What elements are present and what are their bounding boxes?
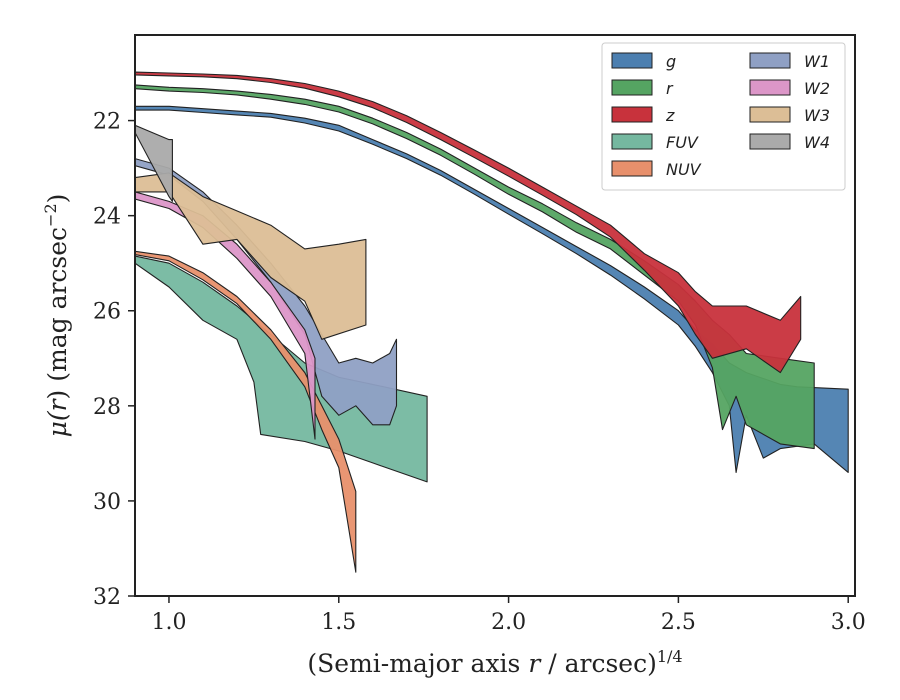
legend-label-r: r bbox=[666, 79, 674, 98]
legend-swatch-r bbox=[611, 79, 653, 96]
legend-label-w2: W2 bbox=[804, 79, 830, 98]
legend-label-w1: W1 bbox=[804, 52, 830, 71]
x-axis-label-suffix: / arcsec) bbox=[540, 649, 657, 678]
x-axis-label-exponent: 1/4 bbox=[657, 647, 683, 666]
band-r bbox=[135, 84, 815, 450]
x-axis-label-prefix: (Semi-major axis bbox=[307, 649, 528, 678]
x-axis-ticks: 1.0 1.5 2.0 2.5 3.0 bbox=[151, 596, 866, 635]
legend-label-w4: W4 bbox=[804, 133, 830, 152]
x-axis-label: (Semi-major axis r / arcsec)1/4 bbox=[307, 647, 682, 678]
y-tick-label: 24 bbox=[93, 205, 121, 230]
y-axis-label-mid: ) (mag arcsec bbox=[43, 227, 72, 400]
band-w3 bbox=[135, 172, 367, 340]
x-tick-label: 2.0 bbox=[491, 610, 526, 635]
legend-label-nuv: NUV bbox=[666, 160, 702, 179]
x-tick-label: 2.5 bbox=[661, 610, 696, 635]
legend: grz FUV NUV W1 W2 W3 W4 bbox=[601, 42, 846, 191]
series-bands bbox=[135, 71, 849, 573]
legend-items: grz FUV NUV W1 W2 W3 W4 bbox=[611, 52, 830, 179]
y-tick-label: 22 bbox=[93, 110, 121, 135]
legend-label-fuv: FUV bbox=[666, 133, 699, 152]
x-tick-label: 1.5 bbox=[321, 610, 356, 635]
legend-label-w3: W3 bbox=[804, 106, 830, 125]
legend-swatch-g bbox=[611, 52, 653, 69]
y-axis-label-var: r bbox=[43, 397, 72, 411]
legend-swatch-w1 bbox=[749, 52, 791, 69]
x-tick-label: 1.0 bbox=[151, 610, 186, 635]
y-tick-label: 30 bbox=[93, 490, 121, 515]
y-axis-label-prefix: μ( bbox=[43, 410, 72, 437]
y-axis-label: μ(r) (mag arcsec−2) bbox=[41, 194, 72, 438]
legend-label-g: g bbox=[666, 52, 676, 71]
band-fuv bbox=[135, 255, 428, 483]
x-tick-label: 3.0 bbox=[831, 610, 866, 635]
legend-swatch-w3 bbox=[749, 106, 791, 123]
y-tick-label: 26 bbox=[93, 300, 121, 325]
legend-swatch-w2 bbox=[749, 79, 791, 96]
legend-swatch-w4 bbox=[749, 133, 791, 150]
band-w4 bbox=[135, 124, 173, 202]
legend-swatch-nuv bbox=[611, 160, 653, 177]
legend-swatch-z bbox=[611, 106, 653, 123]
y-axis-label-suffix: ) bbox=[43, 194, 72, 204]
y-axis-ticks: 22 24 26 28 30 32 bbox=[93, 110, 135, 610]
band-nuv bbox=[135, 250, 357, 573]
plot-frame bbox=[134, 34, 856, 597]
legend-label-z: z bbox=[665, 106, 675, 125]
y-axis-label-exponent: −2 bbox=[41, 203, 60, 227]
x-axis-label-var: r bbox=[528, 649, 542, 678]
band-z bbox=[135, 71, 802, 374]
y-tick-label: 32 bbox=[93, 585, 121, 610]
y-tick-label: 28 bbox=[93, 395, 121, 420]
legend-swatch-fuv bbox=[611, 133, 653, 150]
